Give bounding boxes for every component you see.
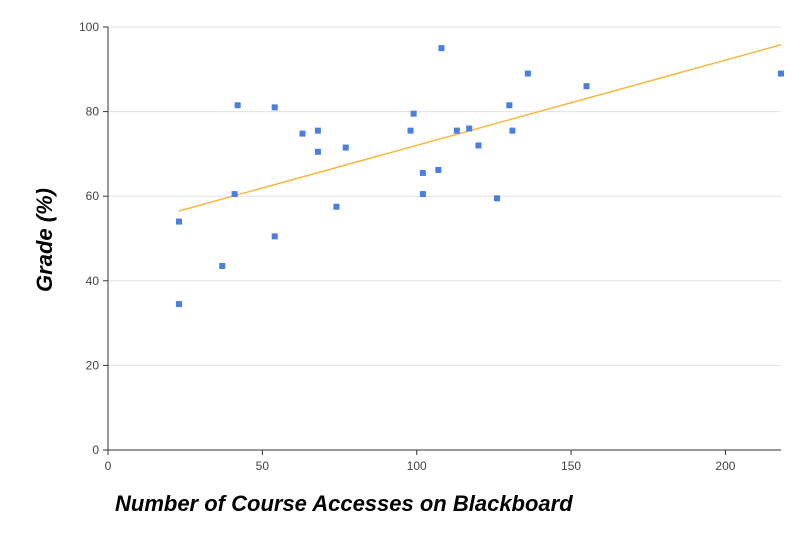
y-tick-label-2: 40: [86, 274, 100, 288]
x-tick-label-0: 0: [105, 459, 112, 473]
data-point-18: [453, 127, 460, 134]
data-point-7: [299, 130, 306, 137]
x-tick-label-2: 100: [407, 459, 427, 473]
data-point-14: [419, 169, 426, 176]
x-tick-label-4: 200: [715, 459, 735, 473]
tick-labels: 0 20 40 60 80 100 0 50 100 150 200: [79, 20, 736, 473]
x-axis-label: Number of Course Accesses on Blackboard: [115, 491, 573, 516]
x-tick-label-3: 150: [561, 459, 581, 473]
data-point-1: [176, 301, 183, 308]
y-tick-label-4: 80: [86, 105, 100, 119]
data-point-26: [778, 70, 784, 77]
data-point-12: [407, 127, 414, 134]
axes: [103, 26, 781, 455]
data-point-5: [271, 104, 278, 111]
data-point-13: [410, 110, 417, 117]
y-axis-label: Grade (%): [32, 188, 57, 292]
data-points: [176, 45, 784, 308]
data-point-15: [419, 191, 426, 198]
data-point-22: [506, 102, 513, 109]
data-point-16: [435, 166, 442, 173]
y-tick-label-3: 60: [86, 189, 100, 203]
data-point-17: [438, 45, 445, 52]
data-point-9: [314, 148, 321, 155]
data-point-11: [342, 144, 349, 151]
y-tick-label-0: 0: [92, 443, 99, 457]
data-point-24: [524, 70, 531, 77]
data-point-2: [219, 262, 226, 269]
y-tick-label-5: 100: [79, 20, 99, 34]
data-point-21: [493, 195, 500, 202]
data-point-25: [583, 83, 590, 90]
data-point-6: [271, 233, 278, 240]
trendline: [178, 44, 782, 212]
data-point-23: [509, 127, 516, 134]
data-point-19: [466, 125, 473, 132]
data-point-10: [333, 203, 340, 210]
data-point-8: [314, 127, 321, 134]
data-point-4: [234, 102, 241, 109]
gridlines: [108, 26, 781, 366]
data-point-0: [176, 218, 183, 225]
data-point-20: [475, 142, 482, 149]
x-tick-label-1: 50: [256, 459, 270, 473]
y-tick-label-1: 20: [86, 358, 100, 372]
data-point-3: [231, 191, 238, 198]
